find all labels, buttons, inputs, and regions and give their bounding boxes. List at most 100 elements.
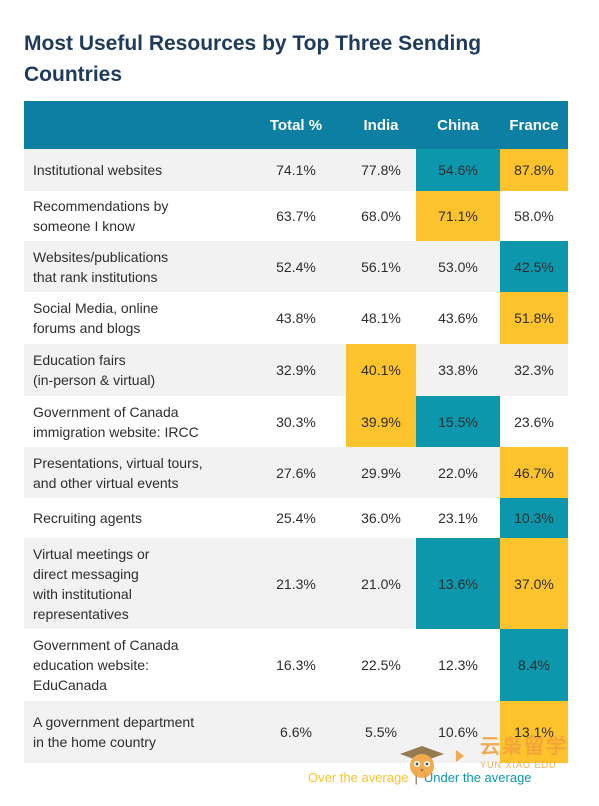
table-row: Government of Canada immigration website:… [24,396,568,447]
cell-france: 87.8% [500,149,568,191]
row-label-line: someone I know [33,218,135,234]
row-label-line: representatives [33,605,129,622]
row-label-line: and other virtual events [33,474,179,491]
row-label-line: Recommendations by [33,198,169,214]
row-label-line: with institutional [33,585,132,602]
row-label-line: (in-person & virtual) [33,372,156,388]
header-row: Total % India China France [24,101,568,149]
row-label: Government of Canada immigration website:… [24,396,246,447]
row-label-line: education website: [33,657,149,673]
table-body: Institutional websites 74.1% 77.8% 54.6% 87.… [24,149,568,763]
row-label-line: EduCanada [33,677,107,693]
row-label: A government department in the home count… [24,701,246,763]
cell-total: 16.3% [246,629,346,701]
cell-china: 53.0% [416,241,500,292]
chart-title: Most Useful Resources by Top Three Sendi… [24,32,482,86]
cell-india: 22.5% [346,629,416,701]
cell-total: 21.3% [246,538,346,629]
table-row: Virtual meetings or direct messaging with … [24,538,568,629]
row-label: Recommendations by someone I know [24,191,246,241]
table-row: Recommendations by someone I know 63.7% 68.… [24,191,568,241]
cell-china: 23.1% [416,498,500,538]
row-label: Websites/publications that rank instituti… [24,241,246,292]
cell-india: 77.8% [346,149,416,191]
cell-total: 27.6% [246,447,346,498]
row-label-line: A government department [33,714,195,730]
cell-india: 40.1% [346,344,416,396]
cell-china: 13.6% [416,538,500,629]
table-row: Institutional websites 74.1% 77.8% 54.6% 87.… [24,149,568,191]
header-france: France [500,101,568,149]
cell-france: 51.8% [500,292,568,344]
row-label-line: Virtual meetings or [33,545,150,562]
watermark-cn: 云枭留学 [480,736,568,758]
cell-france: 46.7% [500,447,568,498]
cell-china: 43.6% [416,292,500,344]
cell-france: 42.5% [500,241,568,292]
watermark: 云枭留学 YUN XIAO EDU [392,724,582,780]
row-label-line: Websites/publications [33,248,169,265]
row-label-line: Institutional websites [33,162,163,178]
row-label-line: in the home country [33,734,156,750]
row-label-line: Presentations, virtual tours, [33,454,203,471]
cell-total: 6.6% [246,701,346,763]
row-label: Recruiting agents [24,498,246,538]
header-label [24,101,246,149]
legend-separator: | [414,770,418,785]
cell-india: 21.0% [346,538,416,629]
cell-france: 10.3% [500,498,568,538]
cell-india: 48.1% [346,292,416,344]
cell-china: 33.8% [416,344,500,396]
legend-over: Over the average [308,770,409,785]
watermark-en: YUN XIAO EDU [480,760,557,770]
cell-france: 32.3% [500,344,568,396]
legend: Over the average | Under the average [308,770,532,785]
cell-india: 56.1% [346,241,416,292]
cell-china: 12.3% [416,629,500,701]
cell-total: 52.4% [246,241,346,292]
row-label: Education fairs (in-person & virtual) [24,344,246,396]
cell-total: 43.8% [246,292,346,344]
row-label: Institutional websites [24,149,246,191]
table-row: Education fairs (in-person & virtual) 32.9… [24,344,568,396]
row-label-line: Social Media, online [33,300,159,316]
table-row: Websites/publications that rank instituti… [24,241,568,292]
cell-france: 8.4% [500,629,568,701]
row-label-line: that rank institutions [33,268,158,285]
table-row: Social Media, online forums and blogs 43.8… [24,292,568,344]
cell-total: 74.1% [246,149,346,191]
cell-india: 68.0% [346,191,416,241]
row-label-line: Government of Canada [33,403,179,420]
cell-india: 39.9% [346,396,416,447]
cell-india: 29.9% [346,447,416,498]
header-total: Total % [246,101,346,149]
row-label: Virtual meetings or direct messaging with … [24,538,246,629]
cell-china: 71.1% [416,191,500,241]
cell-india: 36.0% [346,498,416,538]
resources-table: Total % India China France Institutional… [24,101,568,763]
cell-france: 37.0% [500,538,568,629]
row-label-line: Education fairs [33,352,126,368]
row-label: Government of Canada education website: Ed… [24,629,246,701]
cell-france: 23.6% [500,396,568,447]
cell-france: 13.1% [500,701,568,763]
table-row: Government of Canada education website: Ed… [24,629,568,701]
owl-logo-icon [400,746,464,778]
cell-total: 32.9% [246,344,346,396]
cell-total: 63.7% [246,191,346,241]
legend-under: Under the average [423,770,532,785]
header-china: China [416,101,500,149]
row-label-line: Government of Canada [33,637,179,653]
header-india: India [346,101,416,149]
cell-china: 22.0% [416,447,500,498]
table-row: Recruiting agents 25.4% 36.0% 23.1% 10.3% [24,498,568,538]
row-label-line: direct messaging [33,565,139,582]
cell-china: 54.6% [416,149,500,191]
row-label-line: Recruiting agents [33,510,142,526]
cell-total: 30.3% [246,396,346,447]
cell-china: 15.5% [416,396,500,447]
table-row: Presentations, virtual tours, and other v… [24,447,568,498]
row-label-line: immigration website: IRCC [33,423,199,440]
cell-total: 25.4% [246,498,346,538]
row-label: Social Media, online forums and blogs [24,292,246,344]
